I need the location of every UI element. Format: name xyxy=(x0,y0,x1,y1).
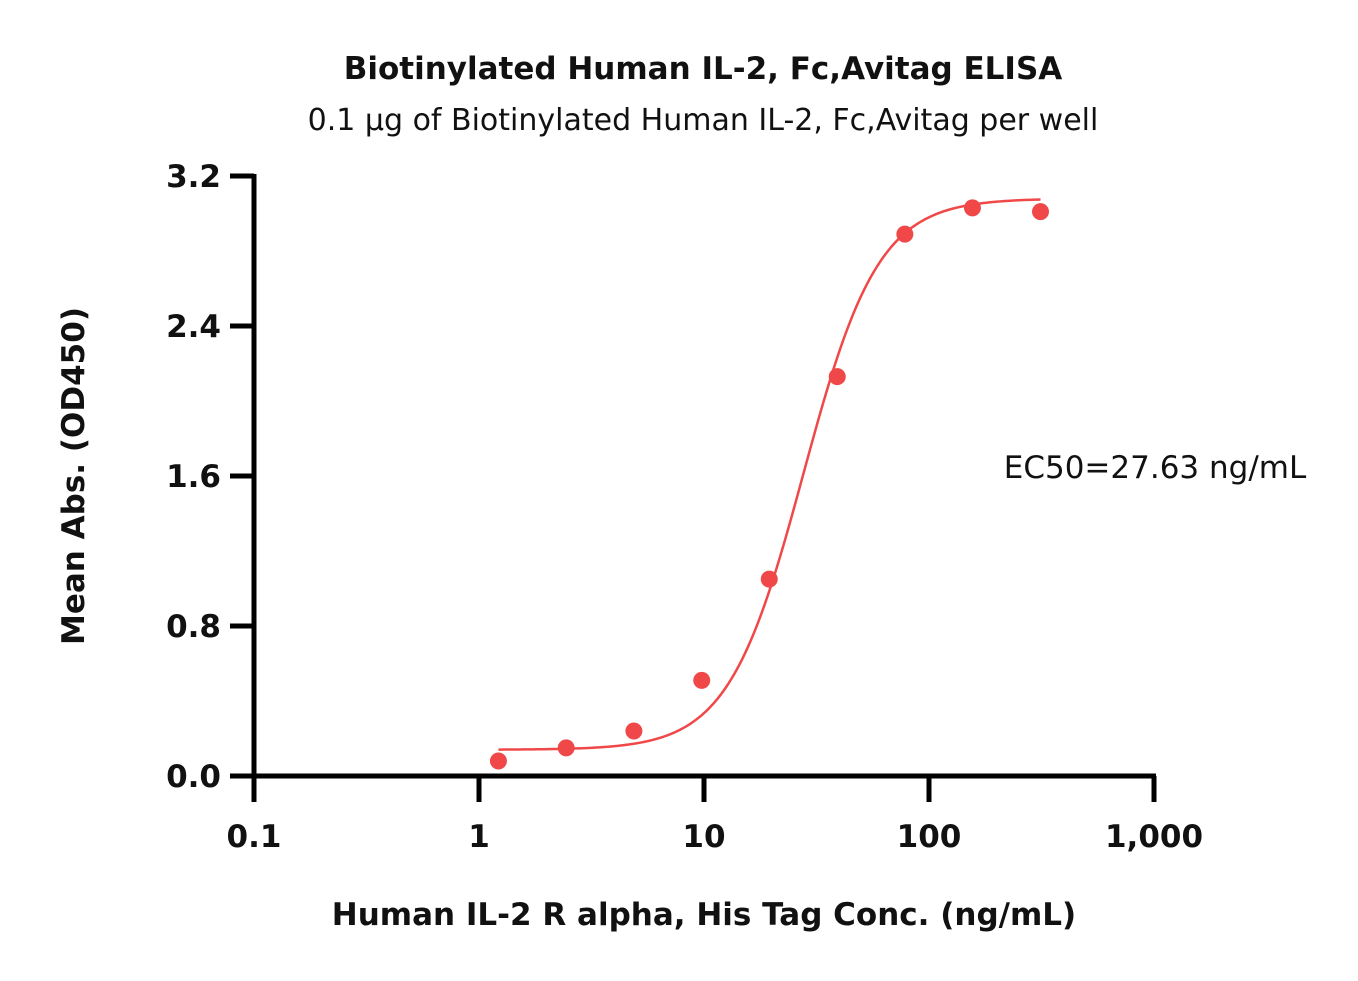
data-point xyxy=(489,752,507,770)
x-tick-label: 10 xyxy=(682,819,725,855)
chart-subtitle: 0.1 µg of Biotinylated Human IL-2, Fc,Av… xyxy=(308,103,1099,138)
data-point xyxy=(693,671,711,689)
data-point xyxy=(625,722,643,740)
x-tick-label: 0.1 xyxy=(227,819,282,855)
y-tick-label: 2.4 xyxy=(166,309,221,345)
y-tick-label: 1.6 xyxy=(166,459,221,495)
data-point xyxy=(1031,203,1049,221)
x-ticks: 0.1 1 10 100 1,000 xyxy=(227,776,1203,855)
data-points xyxy=(489,199,1049,770)
ec50-annotation: EC50=27.63 ng/mL xyxy=(1004,450,1307,486)
data-point xyxy=(557,739,575,757)
fit-curve xyxy=(498,198,1041,751)
y-tick-label: 0.0 xyxy=(166,759,221,795)
data-point xyxy=(760,570,778,588)
y-ticks: 0.0 0.8 1.6 2.4 3.2 xyxy=(166,159,254,795)
x-tick-label: 1,000 xyxy=(1105,819,1203,855)
chart-title: Biotinylated Human IL-2, Fc,Avitag ELISA xyxy=(344,51,1063,87)
x-tick-label: 100 xyxy=(897,819,962,855)
data-point xyxy=(896,225,914,243)
y-axis-label: Mean Abs. (OD450) xyxy=(56,307,92,645)
data-point xyxy=(828,368,846,386)
y-tick-label: 0.8 xyxy=(166,609,221,645)
x-axis-label: Human IL-2 R alpha, His Tag Conc. (ng/mL… xyxy=(332,897,1076,933)
y-tick-label: 3.2 xyxy=(166,159,221,195)
data-point xyxy=(963,199,981,217)
x-tick-label: 1 xyxy=(468,819,490,855)
